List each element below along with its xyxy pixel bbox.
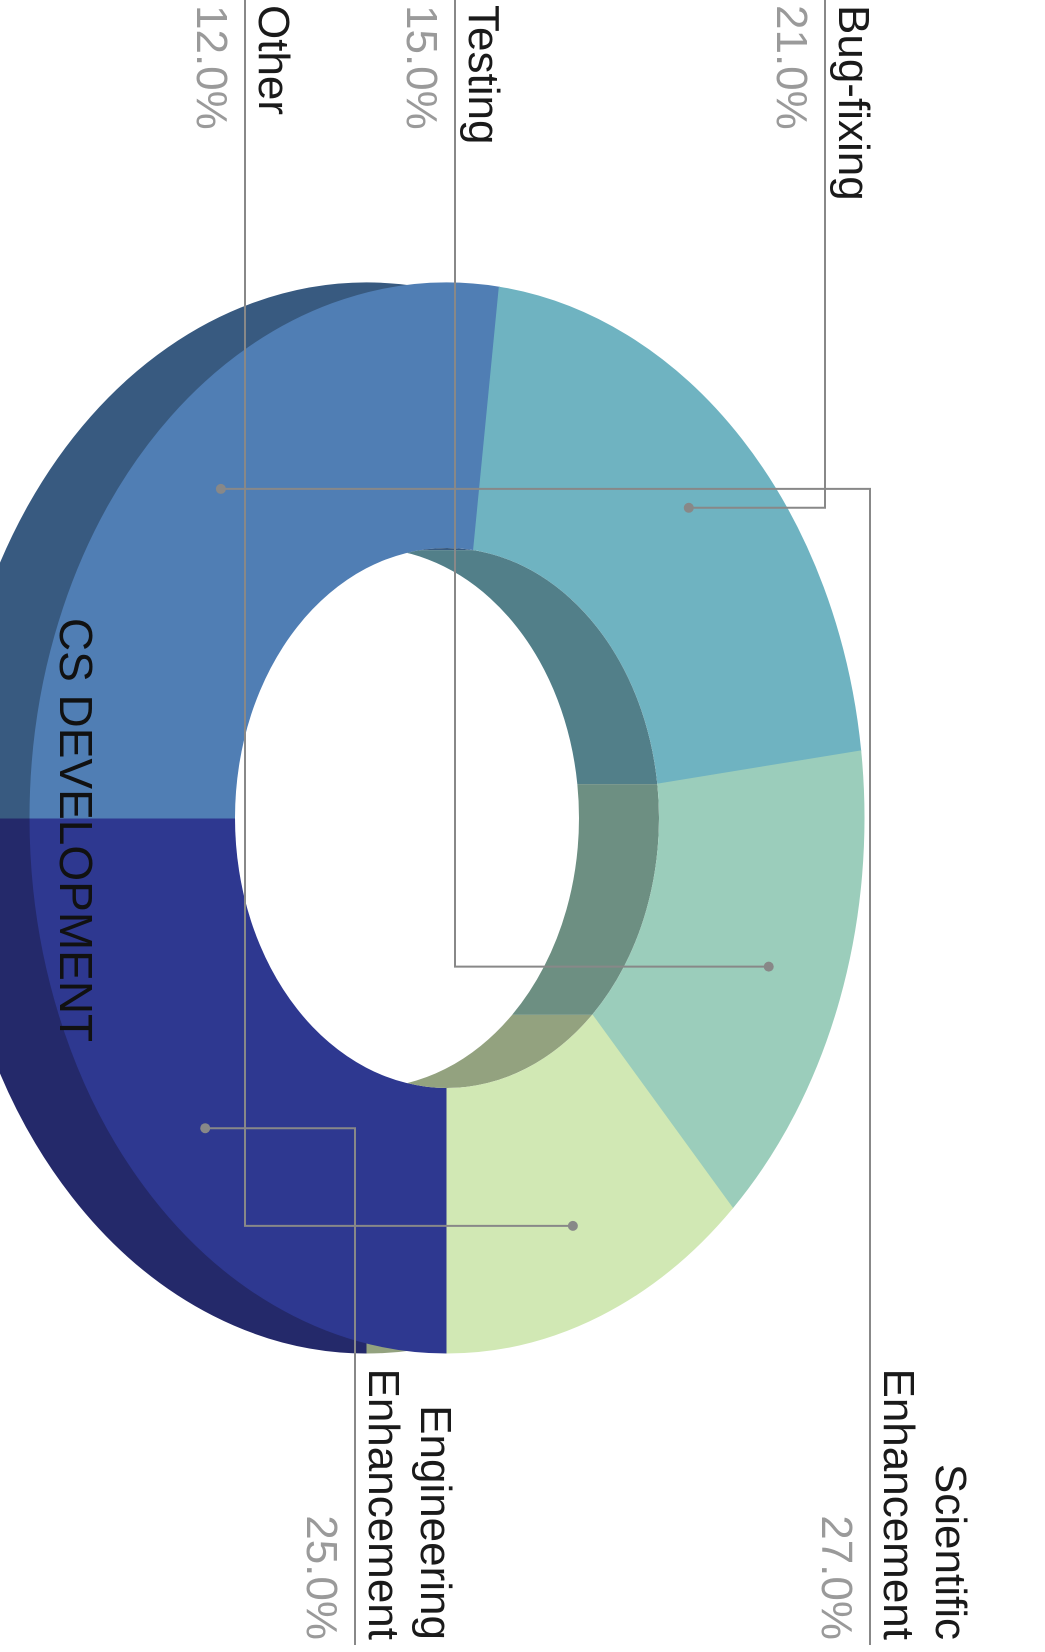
leader-line (205, 1127, 356, 1645)
leader-line (454, 0, 769, 968)
leader-line (688, 0, 826, 509)
leader-dot (215, 483, 226, 494)
slice-percent: 15.0% (397, 5, 446, 130)
slice-label: Bug-fixing (829, 5, 878, 201)
inner-wall (367, 1014, 593, 1088)
slice-label: Engineering (411, 1405, 460, 1640)
leader-line (244, 0, 573, 1227)
slice-percent: 12.0% (187, 5, 236, 130)
slice-label: Testing (459, 5, 508, 144)
slice-percent: 25.0% (297, 1515, 346, 1640)
face-layer (29, 282, 865, 1354)
chart-title: CS DEVELOPMENT (50, 618, 102, 1042)
leader-dot (200, 1123, 211, 1134)
slice-label: Other (249, 5, 298, 115)
slice-percent: 21.0% (767, 5, 816, 130)
inner-wall (393, 550, 658, 785)
inner-wall (512, 784, 659, 1015)
slice-label: Enhancement (359, 1368, 408, 1640)
leader-dot (763, 961, 774, 972)
leader-dot (683, 502, 694, 513)
leader-line (220, 487, 871, 1645)
leader-dot (567, 1220, 578, 1231)
slice-label: Scientific (926, 1464, 975, 1640)
slice-label: Enhancement (874, 1368, 923, 1640)
slice-percent: 27.0% (812, 1515, 861, 1640)
